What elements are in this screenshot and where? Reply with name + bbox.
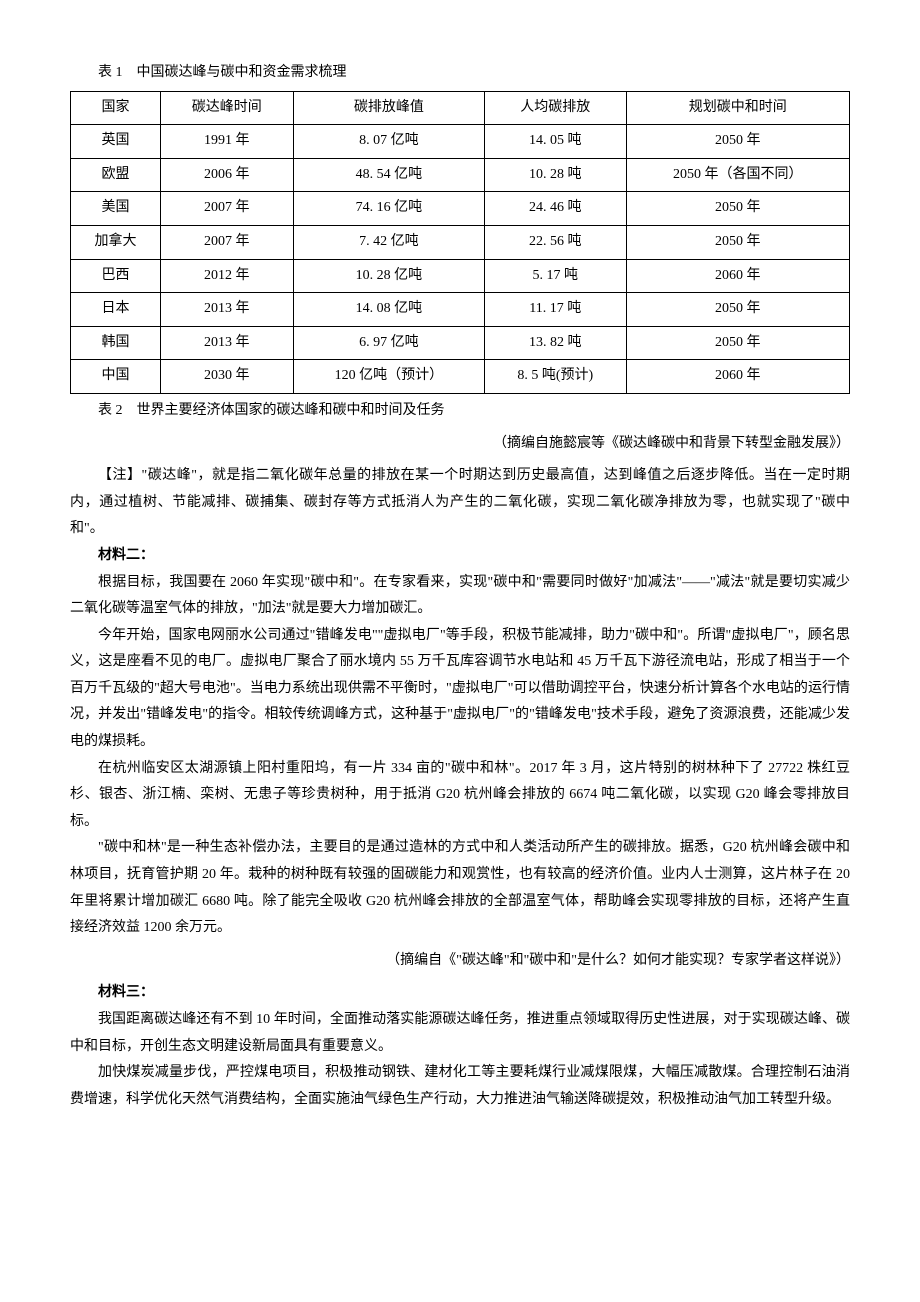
table-cell: 2007 年 [160, 192, 293, 226]
material3-title: 材料三： [70, 980, 850, 1007]
table-row: 欧盟2006 年48. 54 亿吨10. 28 吨2050 年（各国不同） [71, 158, 850, 192]
material2-p3: 在杭州临安区太湖源镇上阳村重阳坞，有一片 334 亩的"碳中和林"。2017 年… [70, 756, 850, 836]
table-cell: 24. 46 吨 [485, 192, 627, 226]
table-header-row: 国家 碳达峰时间 碳排放峰值 人均碳排放 规划碳中和时间 [71, 91, 850, 125]
col-header: 碳排放峰值 [293, 91, 484, 125]
table-cell: 10. 28 亿吨 [293, 259, 484, 293]
table-cell: 2050 年（各国不同） [626, 158, 849, 192]
table-cell: 日本 [71, 293, 161, 327]
table-cell: 加拿大 [71, 225, 161, 259]
table-cell: 11. 17 吨 [485, 293, 627, 327]
table-cell: 13. 82 吨 [485, 326, 627, 360]
table-cell: 2050 年 [626, 293, 849, 327]
table-cell: 5. 17 吨 [485, 259, 627, 293]
table-cell: 2050 年 [626, 192, 849, 226]
table-cell: 2060 年 [626, 259, 849, 293]
table-cell: 14. 08 亿吨 [293, 293, 484, 327]
material2-p1: 根据目标，我国要在 2060 年实现"碳中和"。在专家看来，实现"碳中和"需要同… [70, 570, 850, 623]
table-cell: 中国 [71, 360, 161, 394]
table-cell: 欧盟 [71, 158, 161, 192]
material2-p2: 今年开始，国家电网丽水公司通过"错峰发电""虚拟电厂"等手段，积极节能减排，助力… [70, 623, 850, 756]
col-header: 人均碳排放 [485, 91, 627, 125]
col-header: 碳达峰时间 [160, 91, 293, 125]
table1: 国家 碳达峰时间 碳排放峰值 人均碳排放 规划碳中和时间 英国1991 年8. … [70, 91, 850, 394]
table-cell: 2050 年 [626, 326, 849, 360]
note-paragraph: 【注】"碳达峰"，就是指二氧化碳年总量的排放在某一个时期达到历史最高值，达到峰值… [70, 463, 850, 543]
table-row: 日本2013 年14. 08 亿吨11. 17 吨2050 年 [71, 293, 850, 327]
material2-p4: "碳中和林"是一种生态补偿办法，主要目的是通过造林的方式中和人类活动所产生的碳排… [70, 835, 850, 941]
table-cell: 巴西 [71, 259, 161, 293]
material3-p2: 加快煤炭减量步伐，严控煤电项目，积极推动钢铁、建材化工等主要耗煤行业减煤限煤，大… [70, 1060, 850, 1113]
table-cell: 7. 42 亿吨 [293, 225, 484, 259]
material2-title: 材料二： [70, 543, 850, 570]
table-cell: 2030 年 [160, 360, 293, 394]
col-header: 规划碳中和时间 [626, 91, 849, 125]
table-cell: 120 亿吨（预计） [293, 360, 484, 394]
table-row: 中国2030 年120 亿吨（预计）8. 5 吨(预计)2060 年 [71, 360, 850, 394]
table-cell: 22. 56 吨 [485, 225, 627, 259]
table-cell: 1991 年 [160, 125, 293, 159]
material3-p1: 我国距离碳达峰还有不到 10 年时间，全面推动落实能源碳达峰任务，推进重点领域取… [70, 1007, 850, 1060]
table-cell: 2050 年 [626, 225, 849, 259]
table-cell: 2007 年 [160, 225, 293, 259]
table-cell: 10. 28 吨 [485, 158, 627, 192]
col-header: 国家 [71, 91, 161, 125]
table-row: 巴西2012 年10. 28 亿吨5. 17 吨2060 年 [71, 259, 850, 293]
table-cell: 8. 5 吨(预计) [485, 360, 627, 394]
table-row: 美国2007 年74. 16 亿吨24. 46 吨2050 年 [71, 192, 850, 226]
table-cell: 48. 54 亿吨 [293, 158, 484, 192]
source-2: （摘编自《"碳达峰"和"碳中和"是什么？如何才能实现？专家学者这样说》） [70, 948, 850, 975]
table-cell: 2013 年 [160, 326, 293, 360]
table-cell: 8. 07 亿吨 [293, 125, 484, 159]
source-1: （摘编自施懿宸等《碳达峰碳中和背景下转型金融发展》） [70, 431, 850, 458]
table-cell: 2006 年 [160, 158, 293, 192]
table-cell: 2060 年 [626, 360, 849, 394]
table-cell: 74. 16 亿吨 [293, 192, 484, 226]
table2-caption: 表 2 世界主要经济体国家的碳达峰和碳中和时间及任务 [70, 398, 850, 425]
table-cell: 美国 [71, 192, 161, 226]
table-cell: 14. 05 吨 [485, 125, 627, 159]
table-row: 韩国2013 年6. 97 亿吨13. 82 吨2050 年 [71, 326, 850, 360]
table1-caption: 表 1 中国碳达峰与碳中和资金需求梳理 [70, 60, 850, 87]
table-cell: 2013 年 [160, 293, 293, 327]
table-cell: 韩国 [71, 326, 161, 360]
table-row: 英国1991 年8. 07 亿吨14. 05 吨2050 年 [71, 125, 850, 159]
material3-title-text: 材料三： [98, 985, 154, 1000]
table-cell: 英国 [71, 125, 161, 159]
material2-title-text: 材料二： [98, 548, 154, 563]
table-cell: 6. 97 亿吨 [293, 326, 484, 360]
table-row: 加拿大2007 年7. 42 亿吨22. 56 吨2050 年 [71, 225, 850, 259]
table-cell: 2050 年 [626, 125, 849, 159]
table-cell: 2012 年 [160, 259, 293, 293]
